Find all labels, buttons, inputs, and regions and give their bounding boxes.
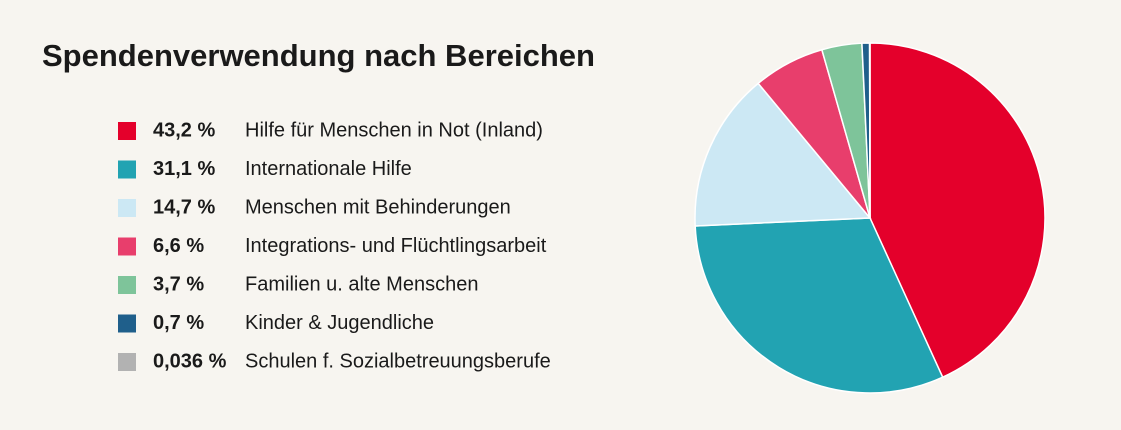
legend-swatch xyxy=(118,160,136,179)
legend-value: 43,2 % xyxy=(153,119,215,141)
legend-swatch xyxy=(118,237,136,256)
legend-label: Internationale Hilfe xyxy=(245,158,412,180)
legend-value: 0,7 % xyxy=(153,312,204,334)
legend-swatch xyxy=(118,199,136,217)
pie-slice xyxy=(869,42,1046,379)
legend-swatch xyxy=(118,353,136,371)
chart-title: Spendenverwendung nach Bereichen xyxy=(42,38,595,73)
legend-label: Kinder & Jugendliche xyxy=(245,312,434,334)
legend-label: Integrations- und Flüchtlingsarbeit xyxy=(245,235,547,257)
legend-value: 3,7 % xyxy=(153,273,204,295)
legend-label: Schulen f. Sozialbetreuungsberufe xyxy=(245,350,551,372)
legend-value: 31,1 % xyxy=(153,158,215,180)
legend-label: Hilfe für Menschen in Not (Inland) xyxy=(245,119,543,141)
legend-value: 6,6 % xyxy=(153,235,204,257)
legend-swatch xyxy=(118,314,136,333)
legend-value: 14,7 % xyxy=(153,196,215,218)
legend-swatch xyxy=(118,276,136,294)
legend-value: 0,036 % xyxy=(153,350,227,372)
legend-label: Familien u. alte Menschen xyxy=(245,273,478,295)
pie-slice xyxy=(694,217,944,394)
pie-slice xyxy=(694,82,872,227)
legend-swatch xyxy=(118,122,136,140)
legend-label: Menschen mit Behinderungen xyxy=(245,196,511,218)
